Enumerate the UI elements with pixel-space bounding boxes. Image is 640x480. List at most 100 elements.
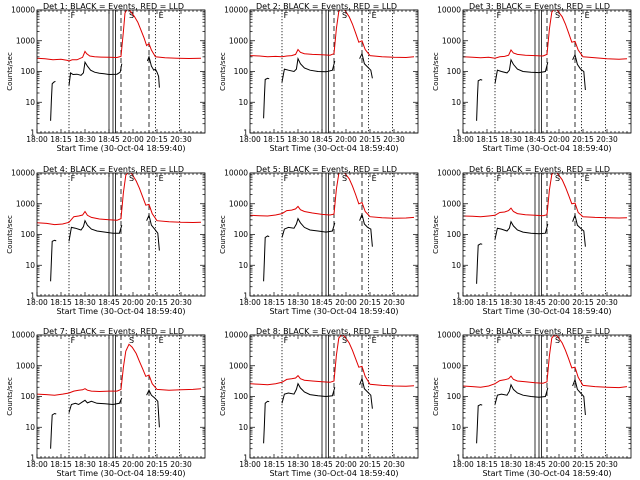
y-axis-label: Counts/sec bbox=[219, 377, 227, 416]
y-tick-label: 1000 bbox=[229, 361, 248, 370]
y-tick-label: 10 bbox=[25, 423, 35, 432]
series-line-events bbox=[263, 77, 270, 119]
y-tick-label: 1000 bbox=[442, 361, 461, 370]
series-lld bbox=[250, 10, 415, 59]
y-tick-label: 100 bbox=[21, 230, 36, 239]
series-lld bbox=[463, 10, 628, 60]
x-tick-label: 18:30 bbox=[287, 135, 309, 144]
series-line-events bbox=[359, 52, 373, 79]
y-tick-label: 10 bbox=[238, 261, 248, 270]
marker-label-S: S bbox=[129, 174, 134, 183]
x-tick-label: 18:45 bbox=[311, 460, 333, 469]
x-tick-label: 20:00 bbox=[335, 460, 357, 469]
marker-label-F: F bbox=[284, 174, 289, 183]
panel-title: Det 2: BLACK = Events, RED = LLD bbox=[256, 2, 397, 11]
x-tick-label: 20:30 bbox=[170, 298, 192, 307]
x-tick-label: 20:00 bbox=[122, 298, 144, 307]
x-tick-label: 18:15 bbox=[263, 460, 285, 469]
series-events bbox=[263, 377, 373, 444]
marker-label-E: E bbox=[372, 336, 377, 345]
marker-label-S: S bbox=[555, 11, 560, 20]
y-tick-label: 10000 bbox=[437, 331, 461, 340]
x-tick-label: 18:45 bbox=[524, 298, 546, 307]
panel-title: Det 3: BLACK = Events, RED = LLD bbox=[469, 2, 610, 11]
x-tick-label: 20:15 bbox=[572, 460, 594, 469]
series-lld bbox=[250, 173, 415, 219]
x-tick-label: 20:15 bbox=[146, 298, 168, 307]
panel-title: Det 5: BLACK = Events, RED = LLD bbox=[256, 165, 397, 174]
x-tick-label: 18:15 bbox=[50, 298, 72, 307]
y-tick-label: 10 bbox=[451, 261, 461, 270]
series-events bbox=[476, 213, 586, 284]
marker-label-E: E bbox=[159, 336, 164, 345]
series-line-events bbox=[494, 220, 549, 240]
series-line-lld bbox=[37, 343, 202, 396]
x-tick-label: 18:15 bbox=[476, 460, 498, 469]
x-tick-label: 20:00 bbox=[548, 298, 570, 307]
marker-label-E: E bbox=[159, 11, 164, 20]
x-tick-label: 18:00 bbox=[26, 460, 48, 469]
series-line-lld bbox=[250, 335, 415, 387]
x-axis-label: Start Time (30-Oct-04 18:59:40) bbox=[482, 469, 611, 478]
marker-label-E: E bbox=[585, 11, 590, 20]
y-tick-label: 10 bbox=[238, 423, 248, 432]
series-line-events bbox=[68, 60, 123, 86]
series-line-events bbox=[281, 382, 336, 404]
y-tick-label: 100 bbox=[21, 392, 36, 401]
series-line-lld bbox=[463, 173, 628, 219]
x-tick-label: 18:45 bbox=[311, 135, 333, 144]
y-tick-label: 1 bbox=[30, 129, 35, 138]
x-tick-label: 20:15 bbox=[572, 298, 594, 307]
y-tick-label: 100 bbox=[447, 230, 462, 239]
panel-title: Det 7: BLACK = Events, RED = LLD bbox=[43, 327, 184, 336]
x-tick-label: 18:00 bbox=[239, 460, 261, 469]
y-tick-label: 100 bbox=[21, 67, 36, 76]
y-tick-label: 1 bbox=[243, 129, 248, 138]
series-line-events bbox=[146, 213, 160, 251]
series-line-events bbox=[50, 239, 57, 282]
y-tick-label: 10000 bbox=[224, 169, 248, 178]
marker-label-S: S bbox=[342, 11, 347, 20]
x-tick-label: 20:30 bbox=[170, 135, 192, 144]
y-tick-label: 100 bbox=[234, 392, 249, 401]
marker-label-F: F bbox=[71, 11, 76, 20]
x-tick-label: 18:00 bbox=[452, 298, 474, 307]
x-tick-label: 18:45 bbox=[98, 298, 120, 307]
y-tick-label: 100 bbox=[447, 67, 462, 76]
y-tick-label: 1000 bbox=[442, 36, 461, 45]
y-tick-label: 1 bbox=[30, 292, 35, 301]
series-line-lld bbox=[37, 173, 202, 226]
x-tick-label: 18:00 bbox=[239, 135, 261, 144]
x-tick-label: 20:00 bbox=[122, 135, 144, 144]
series-line-events bbox=[263, 400, 270, 444]
marker-label-S: S bbox=[342, 174, 347, 183]
y-tick-label: 10 bbox=[451, 423, 461, 432]
series-line-lld bbox=[250, 173, 415, 219]
y-tick-label: 1000 bbox=[442, 199, 461, 208]
y-tick-label: 10 bbox=[238, 98, 248, 107]
y-tick-label: 1000 bbox=[229, 36, 248, 45]
series-line-events bbox=[572, 378, 586, 416]
series-lld bbox=[463, 335, 628, 389]
marker-label-E: E bbox=[585, 336, 590, 345]
x-tick-label: 20:00 bbox=[335, 298, 357, 307]
marker-label-F: F bbox=[284, 11, 289, 20]
x-tick-label: 18:45 bbox=[524, 135, 546, 144]
y-axis-label: Counts/sec bbox=[6, 215, 14, 254]
x-tick-label: 20:30 bbox=[383, 135, 405, 144]
x-tick-label: 20:30 bbox=[596, 135, 618, 144]
x-tick-label: 18:45 bbox=[311, 298, 333, 307]
series-line-events bbox=[572, 213, 586, 247]
series-line-events bbox=[359, 212, 373, 247]
y-tick-label: 1 bbox=[243, 454, 248, 463]
y-axis-label: Counts/sec bbox=[6, 377, 14, 416]
x-tick-label: 18:30 bbox=[74, 460, 96, 469]
x-tick-label: 20:00 bbox=[335, 135, 357, 144]
series-line-events bbox=[281, 57, 336, 83]
x-tick-label: 20:15 bbox=[146, 135, 168, 144]
